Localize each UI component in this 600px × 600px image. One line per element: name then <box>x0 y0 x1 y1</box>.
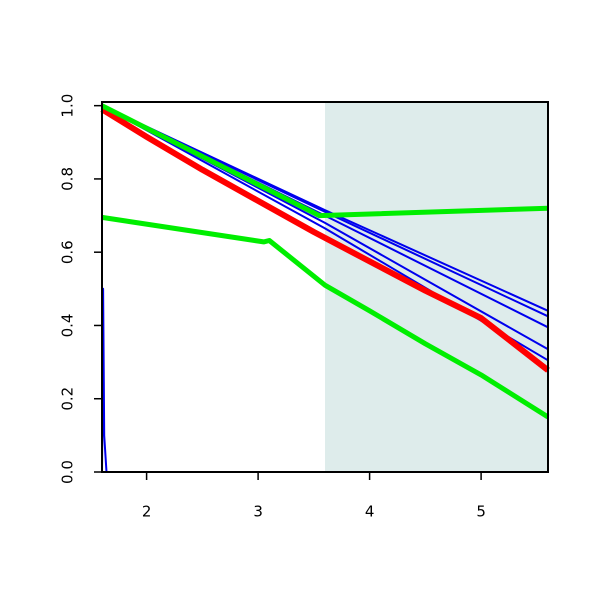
line <box>100 103 549 219</box>
x-tick-label: 4 <box>365 503 375 521</box>
x-tick-label: 5 <box>476 503 486 521</box>
line <box>101 214 550 420</box>
x-tick-label: 3 <box>253 503 263 521</box>
y-tick-label: 0.2 <box>59 387 77 411</box>
y-tick-label: 0.0 <box>59 460 77 484</box>
x-tick-label: 2 <box>142 503 152 521</box>
y-tick-label: 0.8 <box>59 167 77 191</box>
plot-frame <box>101 101 549 473</box>
line <box>100 106 550 373</box>
y-tick-label: 0.4 <box>59 314 77 338</box>
y-tick-label: 1.0 <box>59 94 77 118</box>
y-tick-label: 0.6 <box>59 240 77 264</box>
